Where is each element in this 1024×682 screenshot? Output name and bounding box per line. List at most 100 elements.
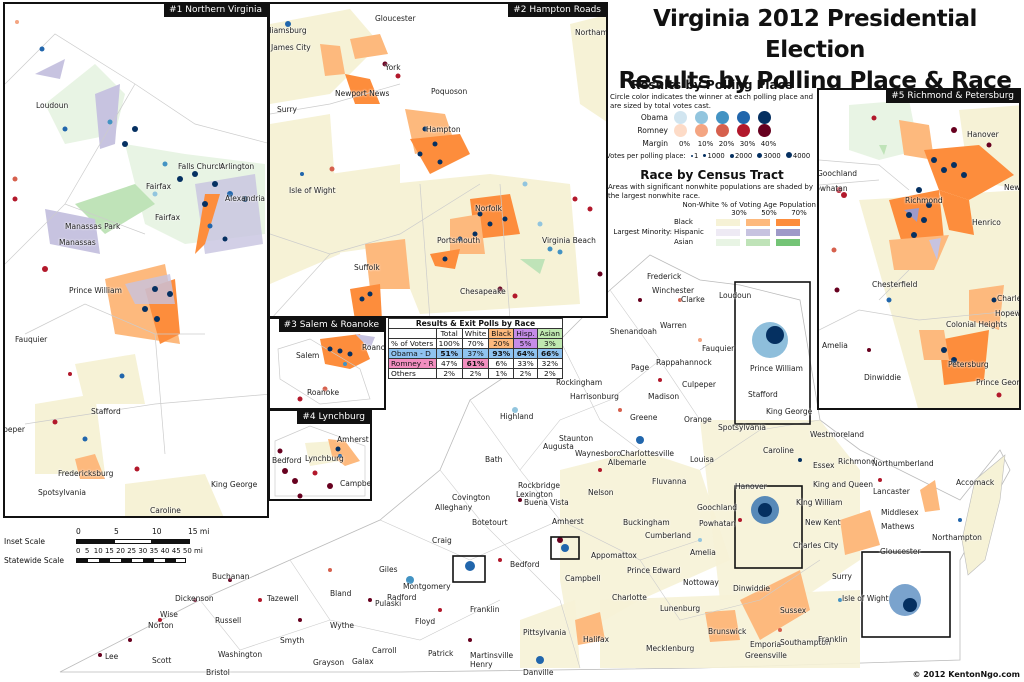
obama-swatch-2 xyxy=(716,111,729,124)
county-label: Giles xyxy=(379,565,398,574)
county-label: Nottoway xyxy=(683,578,719,587)
romney-color-row: Romney xyxy=(606,124,818,137)
statewide-scale-ticks: 0 5 10 15 20 25 30 35 40 45 50 mi xyxy=(76,547,203,555)
votes-label: Votes per polling place: xyxy=(606,152,686,160)
statewide-scale: Statewide Scale 0 5 10 15 20 25 30 35 40… xyxy=(4,547,264,567)
place-label: Culpeper xyxy=(3,425,25,434)
cell: 100% xyxy=(435,338,463,349)
header-cell xyxy=(388,328,437,339)
row-label: Others xyxy=(388,368,437,379)
county-label: Scott xyxy=(152,656,172,665)
obama-swatch-4 xyxy=(758,111,771,124)
county-label: Fauquier xyxy=(702,344,735,353)
county-label: Dinwiddie xyxy=(733,584,771,593)
romney-swatch-4 xyxy=(758,124,771,137)
place-label: Prince William xyxy=(69,286,122,295)
place-label: Portsmouth xyxy=(437,236,481,245)
scale-tick: 10 xyxy=(152,527,162,536)
race-legend-heading: Race by Census Tract xyxy=(640,168,784,182)
county-label: Halifax xyxy=(583,635,610,644)
margin-row: Margin 0% 10% 20% 30% 40% xyxy=(606,137,818,150)
county-label: Charlotte xyxy=(612,593,647,602)
county-label: King and Queen xyxy=(813,480,874,489)
title-line-1: Virginia 2012 Presidential Election xyxy=(653,6,977,63)
county-label: Emporia xyxy=(750,640,782,649)
header-cell: Black xyxy=(488,328,515,339)
inset-scale-label: Inset Scale xyxy=(4,537,45,546)
cell: 5% xyxy=(513,338,538,349)
race-legend: Race by Census Tract Areas with signific… xyxy=(606,168,818,247)
hispanic-30-swatch xyxy=(716,228,740,236)
cell: 37% xyxy=(461,348,490,359)
inset-map xyxy=(277,334,375,405)
race-legend-description: Areas with significant nonwhite populati… xyxy=(608,183,814,200)
county-label: Southampton xyxy=(780,638,831,647)
row-label: % of Voters xyxy=(388,338,437,349)
cell: 1% xyxy=(488,368,515,379)
largest-minority-label: Largest Minority: xyxy=(613,228,672,236)
county-label: Patrick xyxy=(428,649,454,658)
county-label: Augusta xyxy=(543,442,574,451)
table-row: Others 2% 2% 1% 2% 2% xyxy=(388,368,563,379)
place-label: Petersburg xyxy=(948,360,989,369)
hispanic-50-swatch xyxy=(746,228,770,236)
cell: 6% xyxy=(488,358,515,369)
place-label: Caroline xyxy=(150,506,181,515)
cell: 20% xyxy=(488,338,515,349)
vote-size: 2000 xyxy=(734,152,753,160)
race-row-label: Hispanic xyxy=(674,228,704,236)
inset-lynchburg: #4 Lynchburg Amherst Lynchburg Bedford C… xyxy=(268,409,372,501)
cell: 64% xyxy=(513,348,538,359)
scale-bar-segment xyxy=(114,539,152,544)
county-label: New Kent xyxy=(805,518,841,527)
place-label: Gloucester xyxy=(375,14,416,23)
county-label: Hanover xyxy=(735,482,767,491)
row-label: Romney - R xyxy=(388,358,437,369)
county-label: Essex xyxy=(813,461,835,470)
race-col: 70% xyxy=(791,209,807,217)
county-label: Cumberland xyxy=(645,531,691,540)
table-header-row: Total White Black Hisp. Asian xyxy=(388,328,563,339)
county-label: Radford xyxy=(387,593,417,602)
place-label: Roanoke xyxy=(362,343,386,352)
county-label: Surry xyxy=(832,572,852,581)
county-label: Lexington xyxy=(516,490,553,499)
place-label: Falls Church xyxy=(178,162,224,171)
place-label: Hopewell xyxy=(995,309,1021,318)
county-label: Isle of Wight xyxy=(842,594,889,603)
place-label: Amelia xyxy=(822,341,848,350)
place-label: Hanover xyxy=(967,130,999,139)
county-label: Loudoun xyxy=(719,291,752,300)
margin-value: 20% xyxy=(718,139,735,148)
scale-tick: 15 mi xyxy=(188,527,210,536)
inset-title: #4 Lynchburg xyxy=(297,411,370,424)
county-label: Fluvanna xyxy=(652,477,687,486)
inset-hampton-roads: #2 Hampton Roads xyxy=(268,2,608,318)
size-dot-icon xyxy=(785,152,792,158)
size-dot-icon xyxy=(690,155,693,157)
inset-map xyxy=(5,20,267,516)
county-label: Lancaster xyxy=(873,487,910,496)
inset-map xyxy=(819,100,1019,408)
county-label: Louisa xyxy=(690,455,714,464)
header-cell: White xyxy=(461,328,490,339)
county-label: Russell xyxy=(215,616,242,625)
inset-title: #1 Northern Virginia xyxy=(164,4,267,17)
place-label: Arlington xyxy=(220,162,255,171)
asian-70-swatch xyxy=(776,238,800,246)
county-label: Pittsylvania xyxy=(523,628,567,637)
county-label: Bristol xyxy=(206,668,230,677)
obama-swatch-1 xyxy=(695,111,708,124)
inset-title: #3 Salem & Roanoke xyxy=(278,319,384,332)
legend-description: Circle color indicates the winner at eac… xyxy=(610,93,814,110)
county-label: Spotsylvania xyxy=(718,423,766,432)
county-label: Caroline xyxy=(763,446,794,455)
place-label: Salem xyxy=(296,351,320,360)
place-label: Chesapeake xyxy=(460,287,506,296)
vote-size: 4000 xyxy=(792,152,811,160)
black-50-swatch xyxy=(746,218,770,226)
county-label: Galax xyxy=(352,657,374,666)
place-label: James City xyxy=(271,43,311,52)
size-dot-icon xyxy=(729,154,734,158)
